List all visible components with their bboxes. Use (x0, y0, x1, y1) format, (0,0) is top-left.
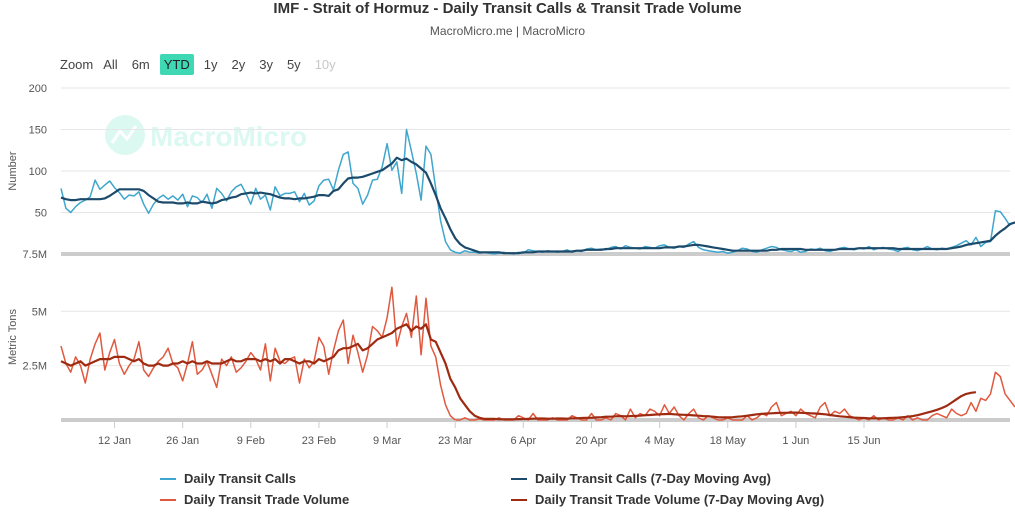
zoom-5y-button[interactable]: 5y (286, 56, 301, 72)
x-tick-label: 1 Jun (782, 435, 809, 447)
zoom-10y-button: 10y (314, 56, 336, 72)
x-tick-label: 20 Apr (576, 435, 608, 447)
y-tick-label: 150 (29, 125, 47, 137)
x-tick-label: 18 May (710, 435, 747, 447)
x-tick-label: 9 Feb (237, 435, 265, 447)
legend-swatch-volume (160, 498, 176, 501)
x-tick-label: 12 Jan (98, 435, 131, 447)
legend-label-calls: Daily Transit Calls (184, 471, 296, 486)
y-axis-title: Number (7, 151, 19, 190)
zoom-bar: Zoom All 6m YTD 1y 2y 3y 5y 10y (56, 53, 346, 75)
x-tick-label: 9 Mar (373, 435, 401, 447)
volume-panel: 2.5M 5M Metric Tons (7, 286, 1015, 422)
series-line-volume-ma[interactable] (60, 323, 977, 421)
zoom-all-button[interactable]: All (103, 56, 118, 72)
zoom-1y-button[interactable]: 1y (203, 56, 218, 72)
x-tick-label: 15 Jun (847, 435, 880, 447)
legend-swatch-calls (160, 477, 176, 480)
legend-label-volume: Daily Transit Trade Volume (184, 492, 350, 507)
watermark-logo: MacroMicro (105, 115, 307, 155)
y-tick-label: 5M (32, 306, 47, 318)
y-tick-label: 2.5M (23, 361, 47, 373)
y-tick-label: 200 (29, 83, 47, 95)
x-tick-label: 26 Jan (166, 435, 199, 447)
chart-subtitle: MacroMicro.me | MacroMicro (429, 24, 586, 38)
y-tick-label: 50 (35, 208, 47, 220)
zoom-6m-button[interactable]: 6m (131, 56, 150, 72)
x-axis: 12 Jan 26 Jan 9 Feb 23 Feb 9 Mar 23 Mar 6 Apr 2… (98, 420, 881, 447)
legend-swatch-volume-ma (511, 498, 527, 501)
legend-daily-transit-trade-volume-ma[interactable]: Daily Transit Trade Volume (7-Day Moving… (511, 492, 824, 507)
chart-title: IMF - Strait of Hormuz - Daily Transit C… (273, 0, 742, 17)
zoom-2y-button[interactable]: 2y (231, 56, 246, 72)
zoom-ytd-button[interactable]: YTD (159, 53, 194, 75)
legend-daily-transit-calls-ma[interactable]: Daily Transit Calls (7-Day Moving Avg) (511, 471, 771, 486)
y-tick-label: 100 (29, 166, 47, 178)
legend-daily-transit-trade-volume[interactable]: Daily Transit Trade Volume (160, 492, 349, 507)
zoom-label: Zoom (60, 56, 94, 72)
legend-label-volume-ma: Daily Transit Trade Volume (7-Day Moving… (535, 492, 825, 507)
calls-panel: 50 100 150 200 7.5M Number (7, 83, 1015, 261)
legend-label-calls-ma: Daily Transit Calls (7-Day Moving Avg) (535, 471, 771, 486)
x-tick-label: 23 Mar (438, 435, 473, 447)
legend-daily-transit-calls[interactable]: Daily Transit Calls (160, 471, 296, 486)
series-line-calls-ma[interactable] (60, 156, 1015, 255)
y-axis-title: Metric Tons (7, 308, 19, 365)
watermark-text: MacroMicro (150, 121, 307, 152)
baseline-tick-label: 7.5M (23, 249, 47, 261)
legend-swatch-calls-ma (511, 477, 527, 480)
x-tick-label: 23 Feb (302, 435, 336, 447)
series-line-volume[interactable] (60, 286, 1015, 421)
zoom-3y-button[interactable]: 3y (259, 56, 273, 72)
x-tick-label: 6 Apr (510, 435, 536, 447)
x-tick-label: 4 May (645, 435, 675, 447)
